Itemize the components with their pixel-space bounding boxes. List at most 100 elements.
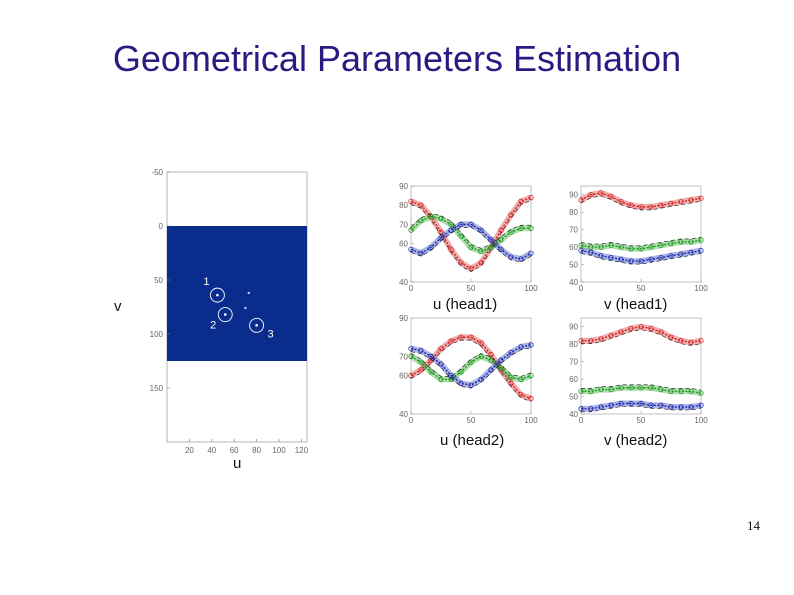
v-axis-label: v bbox=[114, 298, 122, 315]
series-point-blue bbox=[528, 342, 534, 348]
head-marker-3 bbox=[249, 317, 265, 333]
y-tick-label: -50 bbox=[151, 168, 163, 177]
series-point-red bbox=[578, 197, 584, 203]
series-point-green bbox=[618, 385, 624, 391]
y-tick-label: 90 bbox=[399, 314, 408, 323]
y-tick-label: 50 bbox=[569, 393, 578, 402]
series-point-red bbox=[588, 192, 594, 198]
series-point-green bbox=[428, 369, 434, 375]
series-point-blue bbox=[458, 380, 464, 386]
series-point-blue bbox=[408, 346, 414, 352]
series-line-green bbox=[410, 215, 531, 253]
y-tick-label: 150 bbox=[150, 384, 164, 393]
x-tick-label: 100 bbox=[272, 446, 286, 455]
x-tick-label: 50 bbox=[467, 284, 476, 293]
series-point-green bbox=[408, 227, 414, 233]
series-point-red bbox=[598, 190, 604, 196]
series-point-red bbox=[588, 338, 594, 344]
series-point-green bbox=[448, 221, 454, 228]
page-number: 14 bbox=[747, 518, 760, 533]
series-point-green bbox=[668, 240, 674, 247]
series-point-red bbox=[468, 265, 474, 272]
x-tick-label: 40 bbox=[207, 446, 216, 455]
series-point-green bbox=[498, 237, 504, 243]
series-point-green bbox=[488, 357, 494, 363]
series-point-red bbox=[608, 332, 614, 339]
series-point-green bbox=[418, 359, 424, 365]
series-point-blue bbox=[458, 221, 464, 228]
estimate-line bbox=[410, 347, 532, 389]
series-point-green bbox=[608, 242, 614, 248]
series-point-red bbox=[658, 329, 664, 335]
series-point-blue bbox=[688, 404, 694, 410]
x-tick-label: 20 bbox=[185, 446, 194, 455]
series-point-red bbox=[678, 338, 684, 344]
series-point-blue bbox=[478, 227, 484, 233]
series-point-blue bbox=[668, 404, 674, 410]
series-point-red bbox=[638, 204, 644, 210]
series-point-red bbox=[408, 372, 414, 379]
series-point-green bbox=[488, 244, 494, 251]
series-point-blue bbox=[518, 256, 524, 262]
series-point-green bbox=[438, 376, 444, 383]
series-point-red bbox=[618, 329, 624, 335]
series-point-green bbox=[598, 244, 604, 250]
series-point-blue bbox=[488, 237, 494, 243]
series-point-green bbox=[638, 385, 644, 391]
series-point-green bbox=[438, 216, 444, 222]
series-point-red bbox=[618, 199, 624, 205]
series-point-green bbox=[478, 248, 484, 254]
series-point-red bbox=[578, 338, 584, 344]
head-marker-2 bbox=[217, 307, 233, 323]
series-point-blue bbox=[448, 372, 454, 379]
series-point-red bbox=[528, 194, 534, 201]
series-line-green bbox=[581, 387, 702, 394]
series-point-blue bbox=[438, 235, 444, 241]
series-point-blue bbox=[598, 404, 604, 410]
series-point-red bbox=[638, 324, 644, 330]
series-point-red bbox=[698, 338, 704, 344]
series-point-blue bbox=[428, 353, 434, 360]
series-point-green bbox=[478, 353, 484, 360]
series-point-red bbox=[448, 246, 454, 252]
series-point-blue bbox=[618, 256, 624, 262]
slide-title: Geometrical Parameters Estimation bbox=[112, 38, 682, 79]
series-point-blue bbox=[418, 250, 424, 256]
y-tick-label: 90 bbox=[569, 191, 578, 200]
x-tick-label: 50 bbox=[637, 284, 646, 293]
plot-u-head1: 90 80 70 60 400 50 100 bbox=[399, 182, 538, 293]
series-point-red bbox=[628, 325, 634, 332]
series-point-blue bbox=[688, 249, 694, 255]
series-point-green bbox=[598, 386, 604, 393]
estimate-line bbox=[410, 200, 532, 272]
x-tick-label: 0 bbox=[409, 416, 414, 425]
head-label-1: 1 bbox=[203, 276, 209, 288]
series-point-green bbox=[658, 386, 664, 393]
series-point-red bbox=[438, 229, 444, 235]
y-tick-label: 100 bbox=[150, 330, 164, 339]
series-point-red bbox=[528, 396, 534, 402]
series-point-blue bbox=[668, 253, 674, 259]
series-point-blue bbox=[578, 247, 584, 254]
series-point-green bbox=[458, 369, 464, 375]
series-point-green bbox=[658, 242, 664, 248]
series-point-blue bbox=[578, 406, 584, 412]
series-point-green bbox=[408, 353, 414, 360]
x-tick-label: 0 bbox=[579, 416, 584, 425]
series-line-red bbox=[410, 336, 532, 400]
x-tick-label: 120 bbox=[295, 446, 309, 455]
plot-u-head2: 90 70 60 400 50 100 bbox=[399, 314, 538, 425]
head-label-2: 2 bbox=[210, 320, 216, 332]
series-point-green bbox=[688, 388, 694, 394]
series-point-blue bbox=[638, 258, 644, 264]
series-point-red bbox=[518, 392, 524, 398]
y-tick-label: 80 bbox=[399, 201, 408, 210]
series-point-blue bbox=[658, 402, 664, 408]
series-point-blue bbox=[628, 258, 634, 264]
series-point-red bbox=[698, 195, 704, 201]
series-point-blue bbox=[608, 402, 614, 408]
x-tick-label: 50 bbox=[637, 416, 646, 425]
series-point-red bbox=[688, 339, 694, 346]
head-dot bbox=[216, 293, 219, 297]
series-point-blue bbox=[498, 357, 504, 363]
